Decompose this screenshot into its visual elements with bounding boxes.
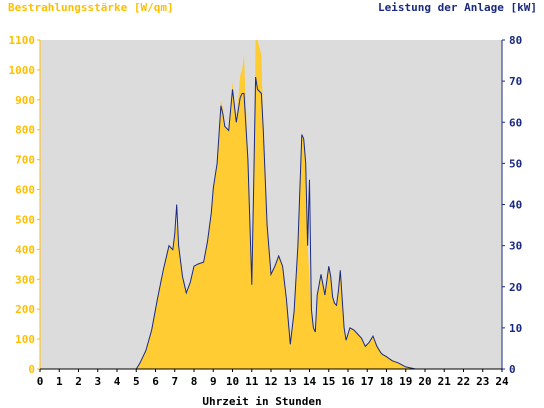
x-tick-label: 3 bbox=[94, 375, 101, 388]
x-tick-label: 24 bbox=[495, 375, 509, 388]
series-power-line bbox=[40, 76, 502, 370]
x-tick-label: 23 bbox=[476, 375, 489, 388]
x-tick-label: 19 bbox=[399, 375, 412, 388]
x-tick-label: 20 bbox=[418, 375, 431, 388]
left-tick-label: 600 bbox=[15, 184, 35, 197]
right-tick-label: 80 bbox=[509, 34, 522, 47]
x-tick-label: 5 bbox=[133, 375, 140, 388]
left-tick-label: 800 bbox=[15, 124, 35, 137]
left-tick-label: 300 bbox=[15, 273, 35, 286]
x-tick-label: 6 bbox=[152, 375, 159, 388]
x-axis-title: Uhrzeit in Stunden bbox=[202, 395, 321, 408]
x-tick-label: 10 bbox=[226, 375, 239, 388]
x-tick-label: 14 bbox=[303, 375, 317, 388]
right-tick-label: 10 bbox=[509, 322, 522, 335]
left-tick-label: 1100 bbox=[9, 34, 36, 47]
left-tick-label: 900 bbox=[15, 94, 35, 107]
x-tick-label: 0 bbox=[37, 375, 44, 388]
x-tick-label: 8 bbox=[191, 375, 198, 388]
x-tick-label: 18 bbox=[380, 375, 393, 388]
x-tick-label: 9 bbox=[210, 375, 217, 388]
left-tick-label: 200 bbox=[15, 303, 35, 316]
right-tick-label: 20 bbox=[509, 281, 522, 294]
left-tick-label: 1000 bbox=[9, 64, 36, 77]
x-tick-label: 1 bbox=[56, 375, 63, 388]
left-axis-title: Bestrahlungsstärke [W/qm] bbox=[8, 1, 174, 14]
left-tick-label: 0 bbox=[28, 363, 35, 376]
left-tick-label: 400 bbox=[15, 243, 35, 256]
right-tick-label: 50 bbox=[509, 157, 522, 170]
x-tick-label: 17 bbox=[361, 375, 374, 388]
right-tick-label: 30 bbox=[509, 240, 522, 253]
right-tick-label: 40 bbox=[509, 199, 522, 212]
right-tick-label: 0 bbox=[509, 363, 516, 376]
right-tick-label: 60 bbox=[509, 116, 522, 129]
left-tick-label: 500 bbox=[15, 213, 35, 226]
x-tick-label: 7 bbox=[171, 375, 178, 388]
right-tick-label: 70 bbox=[509, 75, 522, 88]
x-axis-ticks: 0 1 2 3 4 5 6 7 8 9 10 11 12 13 14 15 16 17 18 19 20 21 22 23 24 bbox=[37, 369, 509, 388]
x-tick-label: 11 bbox=[245, 375, 259, 388]
power-line-layer bbox=[40, 76, 502, 370]
left-axis-ticks: 0 100 200 300 400 500 600 700 800 900 1000 1100 bbox=[9, 34, 40, 376]
x-tick-label: 12 bbox=[264, 375, 277, 388]
series-irradiance-area bbox=[40, 40, 502, 369]
left-tick-label: 100 bbox=[15, 333, 35, 346]
x-tick-label: 13 bbox=[284, 375, 297, 388]
x-tick-label: 2 bbox=[75, 375, 82, 388]
irradiance-area-layer bbox=[40, 40, 502, 369]
x-tick-label: 16 bbox=[341, 375, 355, 388]
x-tick-label: 4 bbox=[114, 375, 121, 388]
x-tick-label: 21 bbox=[438, 375, 452, 388]
x-tick-label: 15 bbox=[322, 375, 335, 388]
left-tick-label: 700 bbox=[15, 154, 35, 167]
x-tick-label: 22 bbox=[457, 375, 470, 388]
right-axis-title: Leistung der Anlage [kW] bbox=[378, 1, 537, 14]
right-axis-ticks: 0 10 20 30 40 50 60 70 80 bbox=[502, 34, 522, 376]
